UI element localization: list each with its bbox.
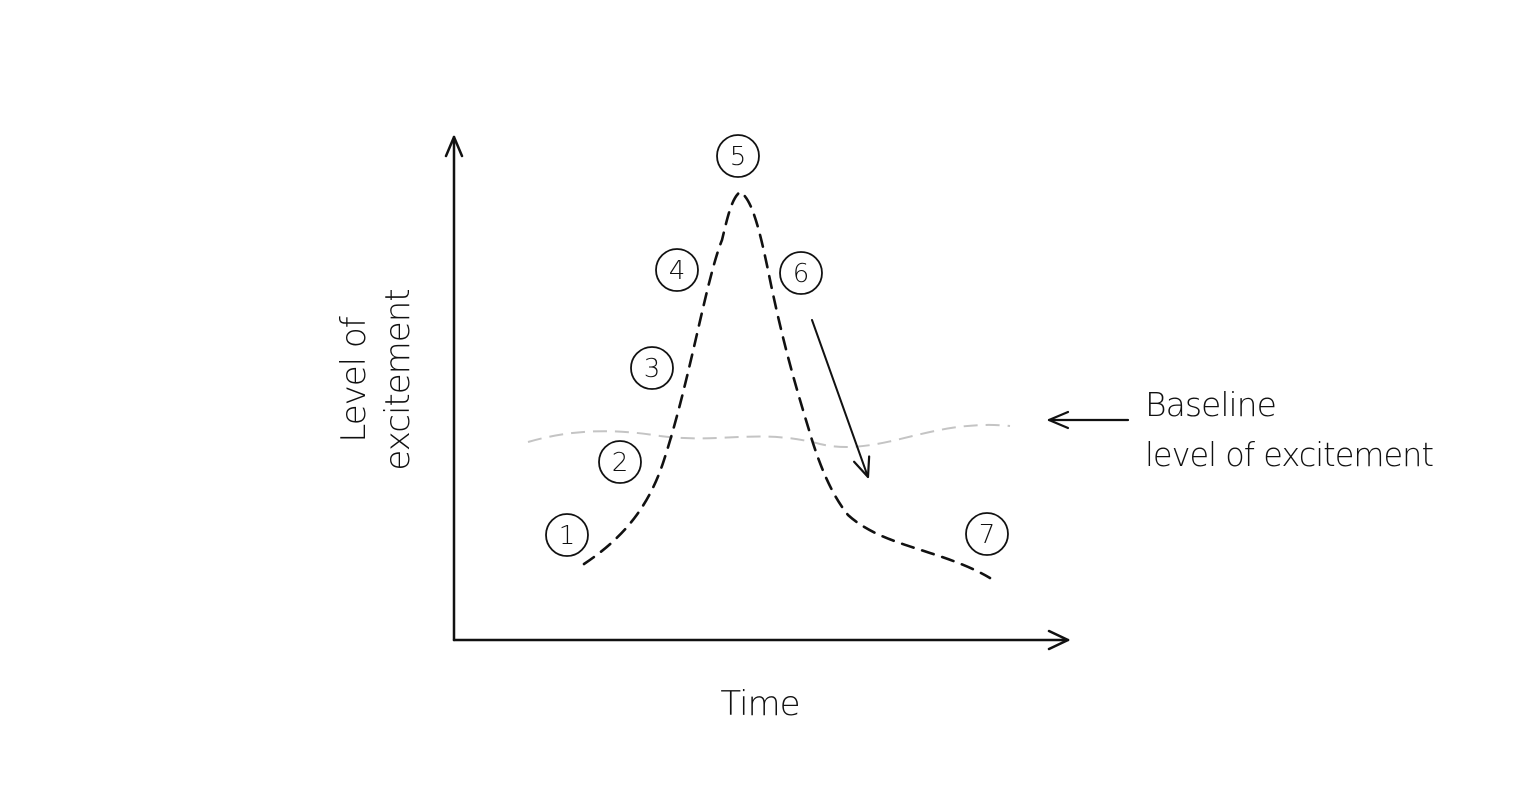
stage-marker-1: 1	[545, 513, 589, 557]
stage-marker-label: 3	[644, 354, 661, 384]
stage-marker-4: 4	[655, 248, 699, 292]
stage-marker-label: 5	[730, 142, 747, 172]
y-axis-label-line2: excitement	[378, 289, 418, 470]
stage-marker-6: 6	[779, 251, 823, 295]
baseline-line	[527, 424, 1011, 448]
excitement-curve	[582, 190, 992, 580]
baseline-label-line1: Baseline	[1145, 385, 1276, 424]
stage-marker-7: 7	[965, 512, 1009, 556]
stage-marker-5: 5	[716, 134, 760, 178]
stage-marker-label: 2	[612, 448, 629, 478]
x-axis-arrowhead-icon	[1047, 629, 1070, 651]
y-axis-label: Level of excitement	[334, 289, 418, 470]
y-axis-label-line1: Level of	[334, 316, 374, 442]
stage-marker-2: 2	[598, 440, 642, 484]
stage-marker-label: 1	[559, 521, 576, 551]
baseline-label-line2: level of excitement	[1145, 435, 1433, 474]
stage-marker-label: 7	[979, 520, 996, 550]
decline-arrow-icon	[811, 319, 871, 479]
y-axis-arrowhead-icon	[444, 135, 464, 158]
stage-marker-3: 3	[630, 346, 674, 390]
stage-marker-label: 4	[669, 256, 686, 286]
stage-marker-label: 6	[793, 259, 810, 289]
x-axis-label: Time	[720, 684, 799, 724]
